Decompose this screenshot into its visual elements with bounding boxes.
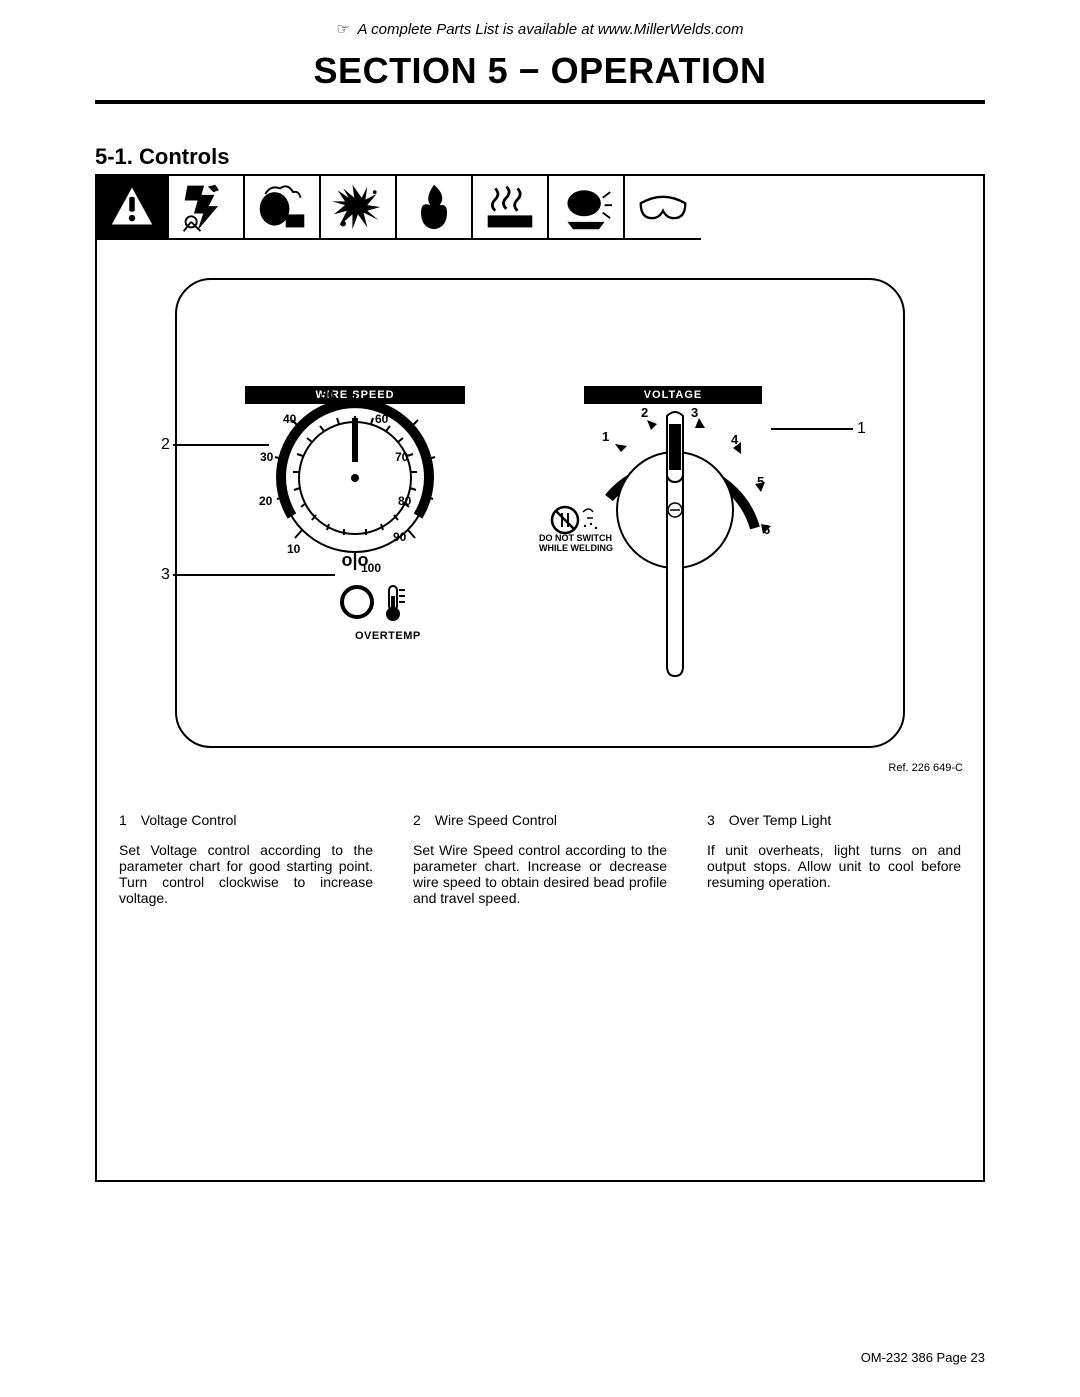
section-title: SECTION 5 − OPERATION [95, 50, 985, 104]
page-footer: OM-232 386 Page 23 [861, 1350, 985, 1365]
volt-tick-4: 4 [731, 432, 738, 447]
ws-tick-20: 20 [259, 494, 272, 508]
goggles-icon [625, 176, 701, 240]
col-overtemp: 3Over Temp Light If unit overheats, ligh… [707, 812, 961, 906]
volt-tick-6: 6 [763, 522, 770, 537]
ref-note: Ref. 226 649-C [888, 762, 963, 774]
ws-tick-50: 50 [321, 388, 334, 402]
ws-tick-100: 100 [361, 561, 381, 575]
ws-tick-10: 10 [287, 542, 300, 556]
warning-row [97, 176, 983, 240]
volt-tick-2: 2 [641, 405, 648, 420]
callout-3-line [173, 574, 335, 576]
fumes-icon [245, 176, 321, 240]
col-voltage-body: Set Voltage control according to the par… [119, 842, 373, 906]
fire-icon [397, 176, 473, 240]
col-wirespeed: 2Wire Speed Control Set Wire Speed contr… [413, 812, 667, 906]
callout-2: 2 [161, 436, 170, 454]
warning-triangle-icon [97, 176, 169, 240]
electric-shock-icon [169, 176, 245, 240]
ws-tick-90: 90 [393, 530, 406, 544]
top-note-text: A complete Parts List is available at ww… [358, 21, 744, 38]
col-voltage: 1Voltage Control Set Voltage control acc… [119, 812, 373, 906]
col-wirespeed-body: Set Wire Speed control according to the … [413, 842, 667, 906]
volt-tick-5: 5 [757, 474, 764, 489]
ws-tick-70: 70 [395, 450, 408, 464]
hot-surface-icon [473, 176, 549, 240]
arc-rays-icon [549, 176, 625, 240]
volt-tick-1: 1 [602, 429, 609, 444]
figure-container: WIRE SPEED VOLTAGE [95, 174, 985, 1184]
pointer-icon: ☞ [336, 21, 349, 38]
callout-3: 3 [161, 566, 170, 584]
callout-1: 1 [857, 420, 866, 438]
spatter-icon [321, 176, 397, 240]
col-overtemp-body: If unit overheats, light turns on and ou… [707, 842, 961, 890]
subsection-title: 5-1. Controls [95, 144, 985, 170]
figure-box: WIRE SPEED VOLTAGE [95, 174, 985, 1182]
callout-1-line [771, 428, 853, 430]
ws-tick-30: 30 [260, 450, 273, 464]
do-not-switch-text: DO NOT SWITCH WHILE WELDING [539, 534, 613, 554]
ws-tick-60: 60 [375, 412, 388, 426]
description-columns: 1Voltage Control Set Voltage control acc… [97, 812, 983, 906]
overtemp-label: OVERTEMP [355, 630, 421, 642]
ws-tick-40: 40 [283, 412, 296, 426]
volt-tick-3: 3 [691, 405, 698, 420]
control-panel-diagram: WIRE SPEED VOLTAGE [97, 240, 983, 790]
ws-tick-80: 80 [398, 494, 411, 508]
callout-2-line [173, 444, 269, 446]
top-note: ☞ A complete Parts List is available at … [95, 20, 985, 38]
